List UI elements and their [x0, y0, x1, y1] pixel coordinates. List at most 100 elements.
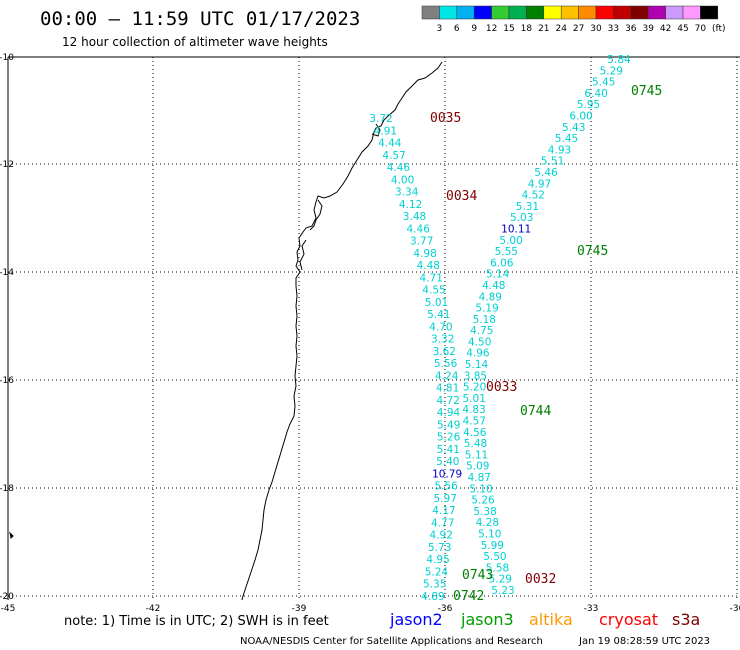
swh-value: 5.45: [555, 133, 578, 145]
legend-swatch: [543, 5, 562, 20]
pass-time-label: 0035: [430, 111, 461, 126]
pass-time-label: 0745: [631, 84, 662, 99]
legend-label: 33: [608, 24, 619, 34]
pass-time-label: 0744: [520, 404, 551, 419]
legend-unit: (ft): [712, 24, 726, 34]
legend-label: 30: [590, 24, 602, 34]
legend-swatch: [491, 5, 510, 20]
pass-time-label: 0034: [446, 189, 477, 204]
swh-value: 5.18: [473, 314, 496, 326]
swh-value: 4.96: [466, 348, 490, 360]
swh-value: 4.91: [374, 125, 397, 137]
swh-value: 5.51: [541, 156, 564, 168]
swh-value: 4.46: [387, 162, 411, 174]
swh-value: 3.85: [464, 370, 487, 382]
legend-swatch: [700, 5, 719, 20]
swh-value: 4.75: [470, 325, 493, 337]
swh-value: 3.72: [369, 113, 392, 125]
swh-value: 4.50: [468, 336, 491, 348]
swh-value: 5.56: [434, 358, 458, 370]
pass-time-label: 0745: [577, 244, 608, 259]
satellite-jason3: jason3: [460, 610, 514, 629]
timestamp-text: Jan 19 08:28:59 UTC 2023: [578, 636, 710, 647]
island-mark: [9, 531, 14, 540]
swh-value: 6.06: [490, 257, 514, 269]
legend-swatch: [526, 5, 545, 20]
swh-value: 5.84: [607, 54, 631, 66]
swh-value: 5.23: [491, 585, 514, 597]
swh-value: 4.92: [430, 530, 453, 542]
legend-label: 18: [521, 24, 533, 34]
swh-value: 5.20: [463, 382, 486, 394]
legend-label: 39: [642, 24, 654, 34]
pass-time-label: 0033: [486, 380, 517, 395]
swh-value: 4.71: [420, 272, 443, 284]
swh-value: 5.10: [469, 483, 492, 495]
swh-value: 4.94: [437, 407, 461, 419]
swh-value: 5.58: [486, 562, 509, 574]
track-a-values: 3.724.914.444.574.464.003.344.123.484.46…: [369, 113, 462, 603]
legend-label: 42: [660, 24, 671, 34]
swh-value: 5.43: [562, 122, 585, 134]
swh-value: 5.24: [425, 567, 449, 579]
latitude-label: -20: [0, 592, 14, 602]
longitude-label: -45: [1, 604, 16, 614]
legend-swatch: [613, 5, 632, 20]
satellite-altika: altika: [529, 610, 573, 629]
legend-swatch: [647, 5, 666, 20]
swh-value: 5.14: [486, 269, 510, 281]
legend-swatch: [665, 5, 684, 20]
longitude-label: -30: [730, 604, 740, 614]
swh-value: 10.11: [501, 224, 531, 236]
lat-lon-grid: [8, 57, 740, 600]
swh-value: 5.48: [464, 438, 487, 450]
pass-time-label: 0743: [462, 568, 493, 583]
legend-label: 12: [486, 24, 497, 34]
longitude-label: -42: [146, 604, 161, 614]
swh-value: 5.10: [478, 529, 501, 541]
swh-value: 5.41: [427, 309, 450, 321]
swh-value: 5.38: [473, 506, 496, 518]
swh-value: 4.72: [437, 395, 460, 407]
swh-value: 4.57: [463, 416, 486, 428]
legend-label: 9: [471, 24, 477, 34]
longitude-label: -39: [292, 604, 307, 614]
pass-time-labels: 0035 0034 0033 0032 0745 0745 0744 0743 0742: [430, 84, 662, 604]
legend-label: 3: [437, 24, 443, 34]
swh-value: 4.56: [463, 427, 487, 439]
legend-swatch: [560, 5, 579, 20]
swh-value: 4.48: [417, 260, 440, 272]
swh-value: 5.45: [592, 77, 615, 89]
legend-swatch: [682, 5, 701, 20]
swh-value: 4.12: [399, 199, 422, 211]
swh-value: 4.95: [426, 554, 449, 566]
legend-swatch: [595, 5, 614, 20]
swh-value: 6.40: [584, 88, 607, 100]
swh-value: 6.00: [569, 111, 592, 123]
swh-value: 5.40: [436, 456, 459, 468]
satellite-cryosat: cryosat: [599, 610, 658, 629]
legend-label: 24: [555, 24, 567, 34]
legend-swatch: [421, 5, 440, 20]
swh-value: 4.87: [468, 472, 491, 484]
swh-value: 5.31: [516, 201, 539, 213]
swh-value: 4.70: [429, 321, 452, 333]
axis-tick-labels: -45 -42 -39 -36 -33 -30 -10 -12 -14 -16 -18 -20: [0, 53, 740, 614]
swh-value: 5.11: [465, 449, 488, 461]
swh-value: 3.32: [431, 334, 454, 346]
swh-value: 4.81: [436, 383, 459, 395]
swh-value: 4.52: [522, 190, 545, 202]
swh-value: 3.34: [395, 187, 419, 199]
legend-label: 36: [625, 24, 637, 34]
satellite-jason2: jason2: [389, 610, 443, 629]
latitude-label: -10: [0, 53, 14, 63]
swh-value: 5.29: [489, 574, 512, 586]
legend-label: 15: [503, 24, 514, 34]
swh-value: 3.48: [403, 211, 426, 223]
legend-label: 21: [538, 24, 549, 34]
swh-value: 5.46: [534, 167, 558, 179]
swh-value: 5.49: [437, 419, 460, 431]
swh-value: 4.77: [431, 518, 454, 530]
swh-value: 5.55: [495, 246, 518, 258]
swh-value: 5.01: [425, 297, 448, 309]
